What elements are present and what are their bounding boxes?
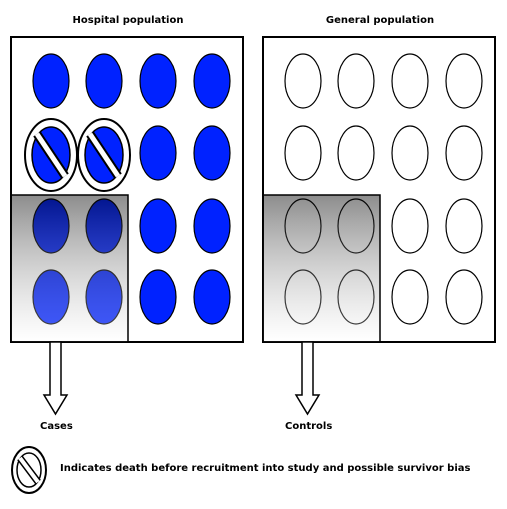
person-icon [391, 125, 429, 181]
cases-label: Cases [40, 421, 73, 432]
controls-selection-box [262, 194, 381, 343]
person-icon [391, 53, 429, 109]
person-icon [284, 53, 322, 109]
person-icon [391, 269, 429, 325]
person-icon [193, 53, 231, 109]
person-icon [445, 198, 483, 254]
person-icon [193, 125, 231, 181]
person-icon [139, 125, 177, 181]
person-icon [391, 198, 429, 254]
person-icon [445, 125, 483, 181]
person-icon [337, 53, 375, 109]
person-icon [139, 269, 177, 325]
person-icon [32, 53, 70, 109]
person-icon [139, 198, 177, 254]
person-icon [445, 269, 483, 325]
excluded-person-icon [77, 118, 131, 192]
hospital-population-title: Hospital population [72, 15, 184, 26]
person-icon [284, 125, 322, 181]
controls-arrow [294, 341, 321, 416]
legend-text: Indicates death before recruitment into … [60, 463, 471, 474]
general-population-title: General population [325, 15, 435, 26]
cases-selection-box [10, 194, 129, 343]
cases-arrow [42, 341, 69, 416]
person-icon [337, 125, 375, 181]
person-icon [193, 198, 231, 254]
person-icon [85, 53, 123, 109]
person-icon [139, 53, 177, 109]
no-entry-icon [11, 446, 47, 494]
excluded-person-icon [24, 118, 78, 192]
person-icon [445, 53, 483, 109]
controls-label: Controls [285, 421, 333, 432]
person-icon [193, 269, 231, 325]
